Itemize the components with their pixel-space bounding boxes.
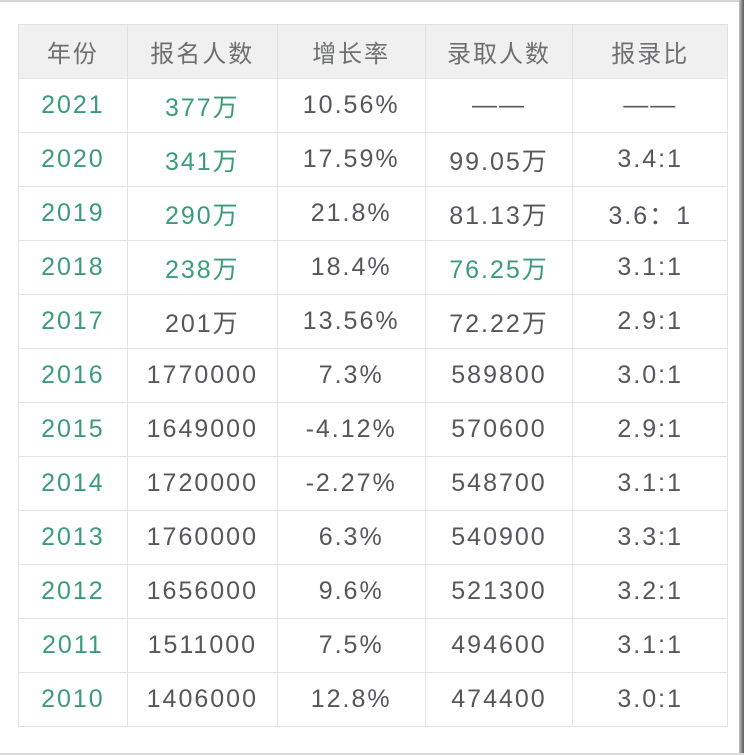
- table-cell: 2021: [18, 78, 128, 133]
- table-row: 2014 1720000 -2.27% 548700 3.1:1: [18, 456, 728, 511]
- table-cell: 1760000: [126, 510, 278, 565]
- table-cell: 2011: [18, 618, 128, 673]
- table-cell: 2010: [18, 672, 128, 727]
- table-cell: 2020: [18, 132, 128, 187]
- table-cell: 521300: [424, 564, 574, 619]
- table-cell: 540900: [424, 510, 574, 565]
- table-cell: 2016: [18, 348, 128, 403]
- table-row: 2020 341万 17.59% 99.05万 3.4:1: [18, 132, 728, 187]
- table-cell: 3.0:1: [572, 672, 728, 727]
- header-cell-4: 报录比: [572, 24, 728, 79]
- table-row: 2016 1770000 7.3% 589800 3.0:1: [18, 348, 728, 403]
- table-cell: 589800: [424, 348, 574, 403]
- table-cell: 2017: [18, 294, 128, 349]
- header-cell-3: 录取人数: [424, 24, 574, 79]
- table-cell: 3.6：1: [572, 186, 728, 241]
- table-cell: 548700: [424, 456, 574, 511]
- header-cell-2: 增长率: [276, 24, 426, 79]
- table-body: 2021 377万 10.56% —— —— 2020 341万 17.59% 99.05万 3.…: [18, 78, 728, 727]
- table-cell: 6.3%: [276, 510, 426, 565]
- table-cell: ——: [424, 78, 574, 133]
- table-cell: 12.8%: [276, 672, 426, 727]
- table-cell: -4.12%: [276, 402, 426, 457]
- table-cell: 3.1:1: [572, 240, 728, 295]
- table-cell: 290万: [126, 186, 278, 241]
- table-cell: 494600: [424, 618, 574, 673]
- table-cell: 3.4:1: [572, 132, 728, 187]
- table-cell: 2014: [18, 456, 128, 511]
- table-cell: 2.9:1: [572, 402, 728, 457]
- table-cell: 1720000: [126, 456, 278, 511]
- table-cell: 10.56%: [276, 78, 426, 133]
- table-row: 2010 1406000 12.8% 474400 3.0:1: [18, 672, 728, 727]
- table-cell: 1656000: [126, 564, 278, 619]
- table-cell: ——: [572, 78, 728, 133]
- table-cell: 570600: [424, 402, 574, 457]
- table-cell: 3.1:1: [572, 456, 728, 511]
- table-row: 2021 377万 10.56% —— ——: [18, 78, 728, 133]
- table-cell: 72.22万: [424, 294, 574, 349]
- table-cell: 201万: [126, 294, 278, 349]
- header-cell-0: 年份: [18, 24, 128, 79]
- admissions-table: 年份 报名人数 增长率 录取人数 报录比 2021 377万 10.56% —— —— 2020 3…: [18, 24, 728, 727]
- table-cell: 76.25万: [424, 240, 574, 295]
- table-cell: 1511000: [126, 618, 278, 673]
- table-cell: 3.2:1: [572, 564, 728, 619]
- table-cell: 17.59%: [276, 132, 426, 187]
- table-row: 2017 201万 13.56% 72.22万 2.9:1: [18, 294, 728, 349]
- table-cell: 9.6%: [276, 564, 426, 619]
- table-row: 2012 1656000 9.6% 521300 3.2:1: [18, 564, 728, 619]
- table-cell: 1649000: [126, 402, 278, 457]
- table-cell: 18.4%: [276, 240, 426, 295]
- table-cell: 13.56%: [276, 294, 426, 349]
- table-cell: 1406000: [126, 672, 278, 727]
- table-row: 2018 238万 18.4% 76.25万 3.1:1: [18, 240, 728, 295]
- table-cell: 2013: [18, 510, 128, 565]
- table-cell: 1770000: [126, 348, 278, 403]
- table-cell: 377万: [126, 78, 278, 133]
- table-cell: 2015: [18, 402, 128, 457]
- table-cell: 3.1:1: [572, 618, 728, 673]
- table-row: 2013 1760000 6.3% 540900 3.3:1: [18, 510, 728, 565]
- table-cell: -2.27%: [276, 456, 426, 511]
- table-header: 年份 报名人数 增长率 录取人数 报录比: [18, 24, 728, 79]
- table-cell: 2012: [18, 564, 128, 619]
- table-cell: 99.05万: [424, 132, 574, 187]
- table-cell: 3.0:1: [572, 348, 728, 403]
- table-cell: 2019: [18, 186, 128, 241]
- screenshot-edge-right-artifact: [739, 0, 744, 755]
- table-cell: 21.8%: [276, 186, 426, 241]
- table-cell: 7.3%: [276, 348, 426, 403]
- table-cell: 341万: [126, 132, 278, 187]
- table-cell: 2018: [18, 240, 128, 295]
- table-cell: 2.9:1: [572, 294, 728, 349]
- table-cell: 81.13万: [424, 186, 574, 241]
- table-cell: 474400: [424, 672, 574, 727]
- table-row: 2011 1511000 7.5% 494600 3.1:1: [18, 618, 728, 673]
- header-row: 年份 报名人数 增长率 录取人数 报录比: [18, 24, 728, 79]
- table-row: 2019 290万 21.8% 81.13万 3.6：1: [18, 186, 728, 241]
- table-row: 2015 1649000 -4.12% 570600 2.9:1: [18, 402, 728, 457]
- table-cell: 7.5%: [276, 618, 426, 673]
- table-cell: 238万: [126, 240, 278, 295]
- header-cell-1: 报名人数: [126, 24, 278, 79]
- table-cell: 3.3:1: [572, 510, 728, 565]
- screenshot-edge-bottom-artifact: [0, 753, 744, 755]
- screenshot-edge-top-artifact: [0, 0, 744, 2]
